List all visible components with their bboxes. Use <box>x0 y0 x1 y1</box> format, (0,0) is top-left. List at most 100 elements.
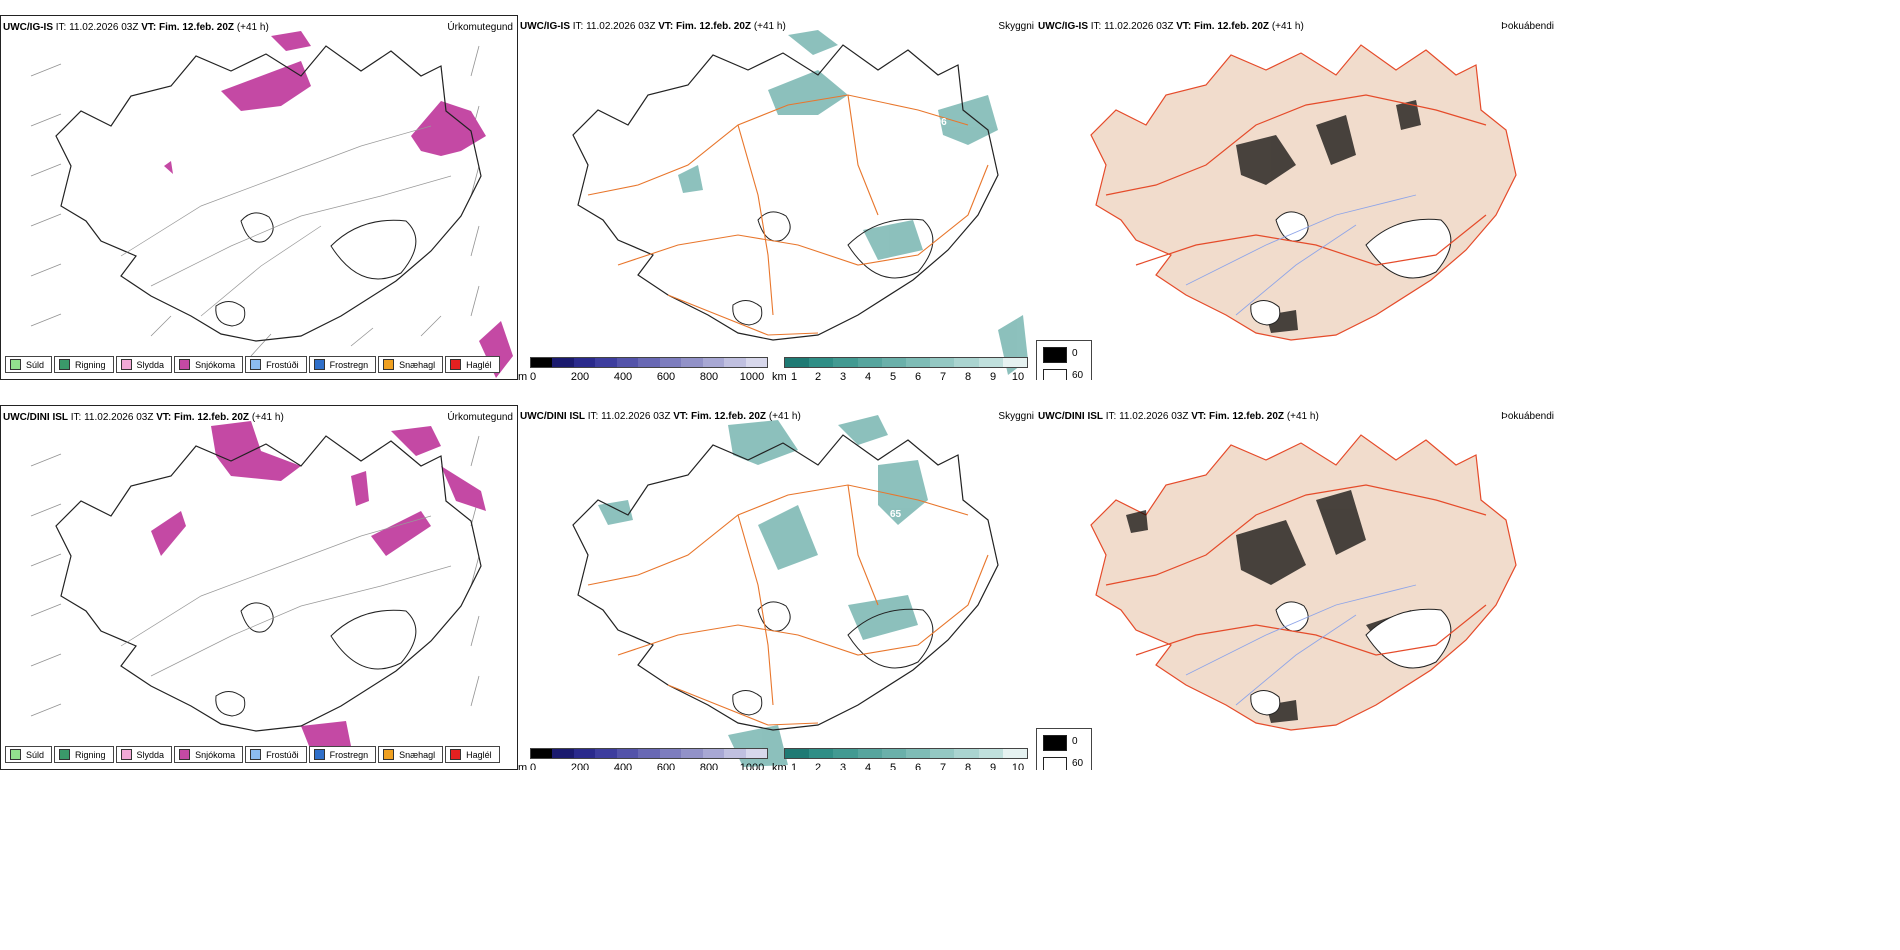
legend-item: Haglél <box>445 356 500 373</box>
vis-tick: 9 <box>989 762 997 770</box>
vis-tick: 6 <box>914 371 922 380</box>
vis-tick: 2 <box>814 371 822 380</box>
vis-label: 971 <box>963 77 980 88</box>
roads <box>587 484 989 726</box>
vis-tick: 3 <box>839 371 847 380</box>
visibility-map: 971 370 77 496 <box>572 30 1028 375</box>
vis-tick: 10 <box>1011 762 1025 770</box>
visibility-map: 65 510 <box>572 415 999 767</box>
precip-map <box>30 421 486 751</box>
vis-tick: 7 <box>939 371 947 380</box>
legend-item: Rigning <box>54 746 114 763</box>
ceiling-strip <box>530 357 768 368</box>
vis-tick: 6 <box>914 762 922 770</box>
panel-header: UWC/IG-IS IT: 11.02.2026 03Z VT: Fim. 12… <box>3 22 269 33</box>
ceiling-tick: 600 <box>656 371 676 380</box>
vis-tick: 8 <box>964 371 972 380</box>
ceiling-tick: 200 <box>570 371 590 380</box>
vis-tick: 9 <box>989 371 997 380</box>
legend-item: Snæhagl <box>378 356 444 373</box>
ceiling-tick: 800 <box>699 762 719 770</box>
panel-header: UWC/IG-IS IT: 11.02.2026 03Z VT: Fim. 12… <box>520 21 786 32</box>
legend-item: Frostregn <box>308 356 377 373</box>
panel-title: Úrkomutegund <box>447 412 513 423</box>
vis-tick: 1 <box>790 762 798 770</box>
fog-swatch-0 <box>1043 735 1067 751</box>
ceiling-tick: 800 <box>699 371 719 380</box>
panel-title: Þokuábendi <box>1501 21 1554 32</box>
ceiling-tick: 1000 <box>739 371 765 380</box>
fog-legend: 0 60 <box>1036 340 1092 380</box>
low-visibility-areas <box>598 415 928 767</box>
vis-label: 65 <box>890 509 902 520</box>
ceiling-tick: 0 <box>530 762 537 770</box>
vis-label: 496 <box>930 117 947 128</box>
vis-tick: 4 <box>864 762 872 770</box>
ceiling-colorbar: m 0 200 400 600 800 1000 <box>518 748 768 770</box>
vis-tick: 5 <box>889 762 897 770</box>
fog-swatch-0 <box>1043 347 1067 363</box>
snow-areas <box>151 421 486 751</box>
precip-panel-row1: UWC/IG-IS IT: 11.02.2026 03Z VT: Fim. 12… <box>0 15 518 380</box>
ceiling-unit: m <box>518 762 528 770</box>
panel-title: Skyggni <box>998 411 1034 422</box>
precip-legend: Súld Rigning Slydda Snjókoma Frostúði Fr… <box>5 746 500 763</box>
vis-tick: 2 <box>814 762 822 770</box>
precip-map <box>30 31 513 378</box>
fog-areas <box>1126 490 1431 723</box>
ceiling-tick: 400 <box>613 762 633 770</box>
fog-panel-row2: UWC/DINI ISL IT: 11.02.2026 03Z VT: Fim.… <box>1036 405 1556 770</box>
vis-tick: 1 <box>790 371 798 380</box>
legend-item: Rigning <box>54 356 114 373</box>
ceiling-strip <box>530 748 768 759</box>
vis-tick: 4 <box>864 371 872 380</box>
legend-item: Snæhagl <box>378 746 444 763</box>
vis-label: 77 <box>898 129 910 140</box>
vis-tick: 8 <box>964 762 972 770</box>
legend-item: Haglél <box>445 746 500 763</box>
legend-item: Súld <box>5 356 53 373</box>
visibility-panel-row2: 65 510 UWC/DINI ISL IT: 11.02.2026 03Z V… <box>518 405 1036 770</box>
snow-areas <box>164 31 513 378</box>
ceiling-tick: 1000 <box>739 762 765 770</box>
fog-panel-row1: UWC/IG-IS IT: 11.02.2026 03Z VT: Fim. 12… <box>1036 15 1556 380</box>
fog-map <box>1090 44 1517 341</box>
fog-swatch-60 <box>1043 757 1067 770</box>
legend-item: Slydda <box>115 356 173 373</box>
vis-tick: 7 <box>939 762 947 770</box>
panel-header: UWC/DINI ISL IT: 11.02.2026 03Z VT: Fim.… <box>1038 411 1319 422</box>
ceiling-tick: 0 <box>530 371 537 380</box>
ceiling-colorbar: m 0 200 400 600 800 1000 <box>518 357 768 380</box>
visibility-strip <box>784 357 1028 368</box>
fog-map <box>1090 434 1517 731</box>
roads <box>587 94 989 336</box>
legend-item: Súld <box>5 746 53 763</box>
legend-item: Frostúði <box>245 746 307 763</box>
visibility-unit: km <box>772 371 787 380</box>
panel-header: UWC/DINI ISL IT: 11.02.2026 03Z VT: Fim.… <box>3 412 284 423</box>
fog-legend: 0 60 <box>1036 728 1092 770</box>
ceiling-tick: 600 <box>656 762 676 770</box>
ceiling-tick: 200 <box>570 762 590 770</box>
panel-title: Þokuábendi <box>1501 411 1554 422</box>
visibility-strip <box>784 748 1028 759</box>
panel-header: UWC/DINI ISL IT: 11.02.2026 03Z VT: Fim.… <box>520 411 801 422</box>
vis-tick: 3 <box>839 762 847 770</box>
legend-item: Snjókoma <box>174 356 244 373</box>
vis-label: 510 <box>928 513 945 524</box>
vis-tick: 10 <box>1011 371 1025 380</box>
legend-item: Frostregn <box>308 746 377 763</box>
visibility-colorbar: km 1 2 3 4 5 6 7 8 9 10 <box>772 748 1036 770</box>
visibility-unit: km <box>772 762 787 770</box>
precip-legend: Súld Rigning Slydda Snjókoma Frostúði Fr… <box>5 356 500 373</box>
visibility-panel-row1: 971 370 77 496 UWC/IG-IS IT: 11.02.2026 … <box>518 15 1036 380</box>
precip-panel-row2: UWC/DINI ISL IT: 11.02.2026 03Z VT: Fim.… <box>0 405 518 770</box>
ceiling-unit: m <box>518 371 528 380</box>
vis-tick: 5 <box>889 371 897 380</box>
vis-label: 370 <box>893 115 910 126</box>
legend-item: Frostúði <box>245 356 307 373</box>
visibility-colorbar: km 1 2 3 4 5 6 7 8 9 10 <box>772 357 1036 380</box>
panel-title: Skyggni <box>998 21 1034 32</box>
panel-header: UWC/IG-IS IT: 11.02.2026 03Z VT: Fim. 12… <box>1038 21 1304 32</box>
legend-item: Snjókoma <box>174 746 244 763</box>
